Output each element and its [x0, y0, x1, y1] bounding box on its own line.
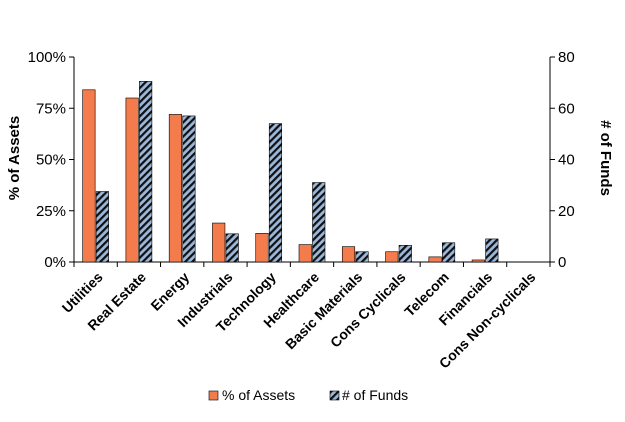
bar-assets: [212, 222, 226, 263]
y-axis-title-right: # of Funds: [597, 120, 614, 196]
bar-funds: [95, 191, 109, 263]
bar-assets: [255, 233, 269, 263]
y-tick-label-left: 100%: [28, 49, 66, 66]
legend-label-funds: # of Funds: [342, 387, 408, 403]
bar-assets: [341, 246, 356, 263]
x-tick-label: Basic Materials: [282, 269, 366, 353]
y-tick-label-left: 0%: [44, 254, 66, 271]
bar-assets: [298, 244, 312, 263]
legend-swatch-funds: [329, 390, 340, 401]
y-tick-label-right: 20: [558, 203, 575, 220]
bar-funds: [398, 245, 412, 263]
bar-assets: [168, 114, 182, 263]
bar-funds: [312, 182, 326, 263]
bar-funds: [139, 81, 153, 263]
x-tick-label: Cons Cyclicals: [327, 269, 409, 351]
bar-funds: [442, 242, 456, 263]
bar-funds: [182, 115, 196, 263]
bar-funds: [268, 123, 283, 263]
y-axis-title-left: % of Assets: [6, 116, 23, 200]
y-tick-label-right: 80: [558, 49, 575, 66]
bar-assets: [385, 251, 399, 263]
y-tick-label-left: 25%: [36, 203, 66, 220]
legend-label-assets: % of Assets: [222, 387, 295, 403]
y-tick-label-right: 60: [558, 100, 575, 117]
bar-assets: [82, 89, 96, 263]
bar-assets: [471, 259, 485, 263]
axes: [69, 56, 555, 267]
y-tick-label-right: 40: [558, 152, 575, 169]
bar-funds: [225, 233, 239, 263]
legend-swatch-assets: [208, 390, 219, 401]
bar-funds: [355, 251, 369, 263]
bar-assets: [125, 97, 139, 263]
y-tick-label-left: 50%: [36, 152, 66, 169]
legend: % of Assets # of Funds: [208, 387, 408, 403]
bar-funds: [485, 238, 499, 263]
y-tick-label-left: 75%: [36, 100, 66, 117]
bars: [82, 81, 499, 263]
bar-assets: [428, 256, 442, 263]
y-tick-label-right: 0: [558, 254, 566, 271]
